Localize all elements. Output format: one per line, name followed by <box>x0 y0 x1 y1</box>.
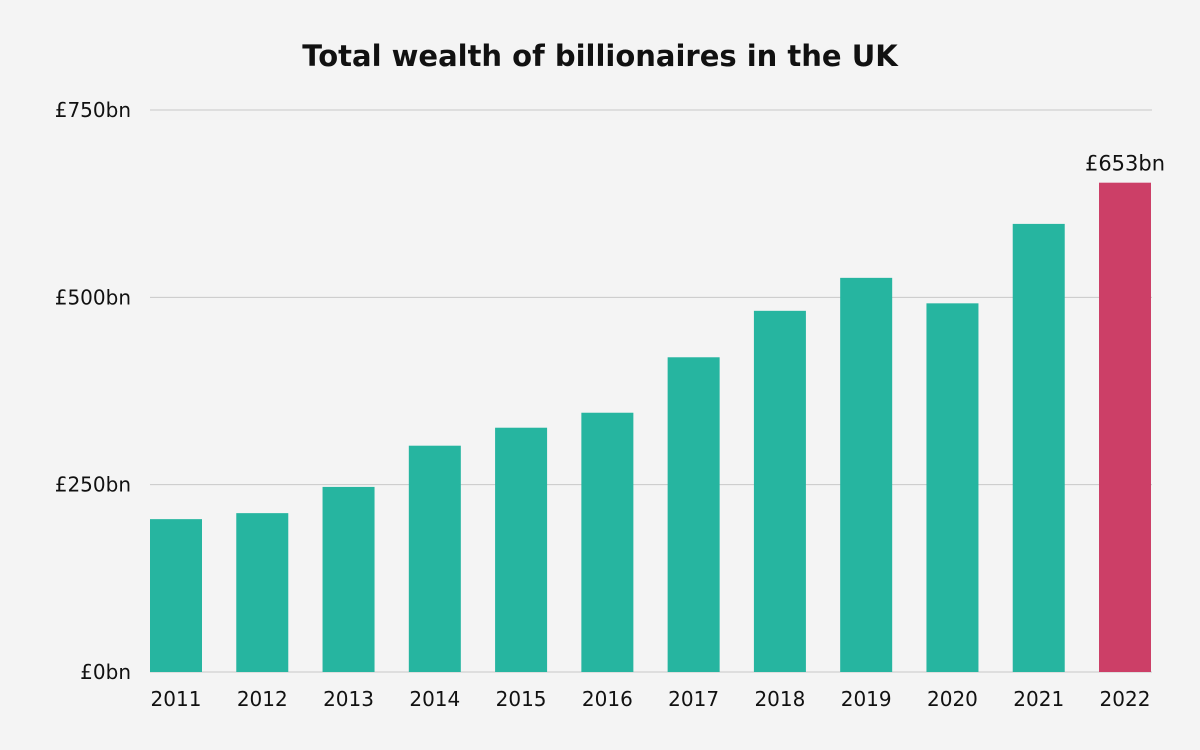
bar-2011 <box>150 519 202 672</box>
y-tick-label: £0bn <box>80 660 131 684</box>
bar-2019 <box>840 277 893 672</box>
bar-2013 <box>322 486 375 672</box>
x-tick-label: 2018 <box>754 687 805 711</box>
bar-2014 <box>408 445 461 672</box>
bar-2012 <box>236 513 289 672</box>
x-tick-label: 2020 <box>927 687 978 711</box>
x-tick-label: 2012 <box>237 687 288 711</box>
x-tick-label: 2022 <box>1100 687 1151 711</box>
x-tick-label: 2016 <box>582 687 633 711</box>
x-tick-label: 2019 <box>841 687 892 711</box>
x-tick-label: 2014 <box>409 687 460 711</box>
bar-2018 <box>753 310 806 672</box>
x-tick-label: 2011 <box>151 687 202 711</box>
x-tick-label: 2017 <box>668 687 719 711</box>
x-tick-label: 2021 <box>1013 687 1064 711</box>
data-label: £653bn <box>1085 152 1165 176</box>
bar-2022 <box>1099 182 1151 672</box>
bar-2016 <box>581 412 634 672</box>
y-tick-label: £250bn <box>55 473 131 497</box>
x-tick-label: 2013 <box>323 687 374 711</box>
bar-2015 <box>495 427 548 672</box>
bar-2020 <box>926 303 979 672</box>
x-tick-label: 2015 <box>496 687 547 711</box>
bar-2017 <box>667 357 720 672</box>
bar-2021 <box>1012 223 1065 672</box>
chart-title: Total wealth of billionaires in the UK <box>302 39 899 73</box>
y-tick-label: £500bn <box>55 285 131 309</box>
y-tick-label: £750bn <box>55 98 131 122</box>
